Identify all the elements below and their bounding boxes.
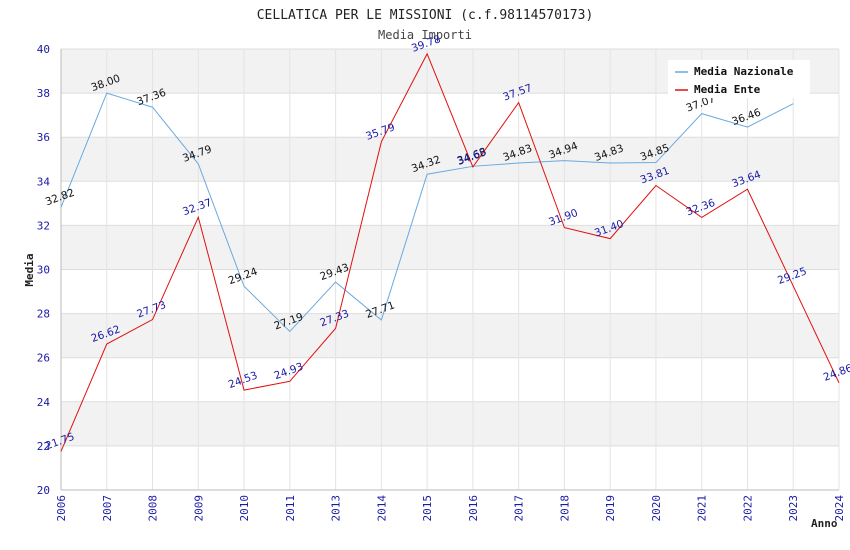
x-tick-label: 2019 [604,495,617,522]
grid-band [61,401,839,446]
legend-label-nazionale: Media Nazionale [694,65,794,78]
x-tick-label: 2014 [375,495,388,522]
data-label-ente: 32.37 [181,197,213,219]
x-tick-label: 2023 [787,495,800,522]
series-line-ente [60,52,840,452]
x-tick-label: 2011 [284,495,297,522]
legend-box [668,60,810,98]
axes [60,49,839,491]
x-tick-label: 2021 [696,495,709,522]
data-label-ente: 24.86 [822,362,850,384]
series-lines [60,52,840,452]
legend: Media Nazionale Media Ente [668,60,810,98]
x-tick-label: 2006 [55,495,68,522]
y-tick-label: 20 [37,484,50,497]
data-label-ente: 24.93 [273,361,305,383]
legend-label-ente: Media Ente [694,83,761,96]
y-tick-label: 28 [37,308,50,321]
y-tick-label: 22 [37,440,50,453]
y-tick-label: 30 [37,264,50,277]
data-label-ente: 32.36 [685,197,718,219]
x-tick-label: 2020 [650,495,663,522]
x-tick-label: 2010 [238,495,251,522]
x-tick-label: 2007 [101,495,114,522]
grid-band [61,137,839,182]
y-tick-label: 38 [37,87,50,100]
x-tick-label: 2024 [833,495,846,522]
x-tick-label: 2022 [741,495,754,522]
y-tick-label: 26 [37,352,50,365]
x-tick-label: 2016 [467,495,480,522]
x-tick-label: 2009 [192,495,205,522]
data-label-nazionale: 36.46 [730,106,763,128]
data-label-nazionale: 32.82 [44,187,76,209]
grid-band [61,313,839,358]
chart-subtitle: Media Importi [378,28,472,42]
chart-title: CELLATICA PER LE MISSIONI (c.f.981145701… [257,8,594,23]
series-line-nazionale [60,92,794,333]
y-tick-labels: 20 22 24 26 28 30 32 34 36 38 40 [37,43,51,497]
x-tick-label: 2017 [513,495,526,522]
x-tick-labels: 2006 2007 2008 2009 2010 2011 2013 2014 2015 2016… [55,495,846,522]
y-tick-label: 32 [37,219,50,232]
x-tick-label: 2013 [330,495,343,522]
y-axis-label: Media [23,253,36,286]
x-tick-label: 2015 [421,495,434,522]
y-tick-label: 40 [37,43,50,56]
y-tick-label: 24 [37,396,51,409]
plot-bands [61,49,839,446]
grid-band [61,225,839,270]
data-label-ente: 21.75 [44,431,76,453]
y-tick-label: 36 [37,131,50,144]
y-tick-label: 34 [37,175,51,188]
x-axis-label: Anno [811,517,838,530]
x-tick-label: 2008 [147,495,160,522]
x-tick-label: 2018 [558,495,571,522]
